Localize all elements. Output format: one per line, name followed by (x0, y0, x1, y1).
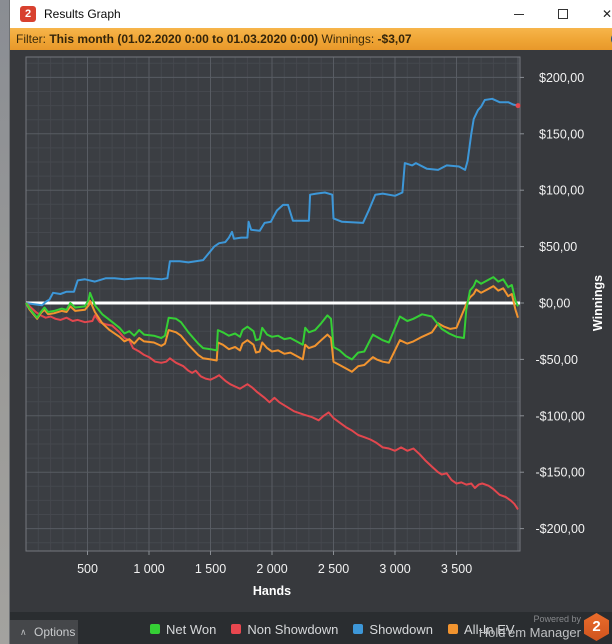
legend-label: All-In EV (464, 621, 515, 637)
maximize-button[interactable] (544, 0, 582, 28)
filter-label: Filter: (16, 32, 46, 46)
x-tick-label: 3 000 (379, 562, 410, 576)
maximize-icon (558, 9, 568, 19)
legend-swatch-icon (231, 624, 242, 634)
series-net-won (25, 276, 519, 361)
chart-legend: Net Won Non Showdown Showdown All-In EV (150, 620, 515, 638)
chevron-up-icon: ∧ (20, 627, 27, 637)
legend-label: Showdown (369, 621, 434, 637)
legend-label: Net Won (166, 621, 217, 637)
x-tick-label: 1 000 (133, 562, 164, 576)
winnings-value: -$3,07 (377, 32, 412, 46)
legend-item-non-showdown[interactable]: Non Showdown (231, 622, 338, 637)
filter-value: This month (01.02.2020 0:00 to 01.03.202… (49, 32, 319, 46)
y-axis-title: Winnings (591, 275, 605, 331)
brand-label: Hold'em Manager (478, 625, 581, 640)
close-button[interactable]: ✕ (588, 0, 612, 28)
x-tick-label: 3 500 (441, 562, 472, 576)
options-label: Options (34, 625, 76, 639)
background-window-edge (0, 0, 10, 644)
axis-labels: $200,00 $150,00 $100,00 $50,00 $0,00 -$50,00 -… (77, 71, 605, 598)
powered-by-block: Powered by Hold'em Manager (479, 614, 581, 640)
y-tick-label: -$150,00 (536, 466, 585, 480)
legend-item-showdown[interactable]: Showdown (353, 622, 433, 637)
x-tick-label: 1 500 (195, 562, 226, 576)
options-button[interactable]: ∧ Options (10, 620, 78, 644)
y-tick-label: $200,00 (539, 71, 584, 85)
filter-bar[interactable]: Filter: This month (01.02.2020 0:00 to 0… (10, 28, 612, 50)
y-tick-label: $150,00 (539, 127, 584, 141)
winnings-label: Winnings: (321, 32, 375, 46)
window-title: Results Graph (44, 7, 121, 21)
legend-item-net-won[interactable]: Net Won (150, 622, 216, 637)
close-icon: ✕ (601, 7, 612, 21)
legend-item-all-in-ev[interactable]: All-In EV (448, 622, 515, 637)
legend-label: Non Showdown (247, 621, 339, 637)
y-tick-label: -$50,00 (536, 353, 578, 367)
series-non-showdown (25, 302, 519, 510)
series-showdown (25, 97, 519, 307)
title-bar: 2 Results Graph ✕ (10, 0, 612, 28)
y-tick-label: -$200,00 (536, 522, 585, 536)
last-point-marker (515, 103, 521, 109)
minimize-icon (514, 14, 524, 15)
y-tick-label: $0,00 (539, 297, 570, 311)
minimize-button[interactable] (500, 0, 538, 28)
y-tick-label: $100,00 (539, 184, 584, 198)
x-axis-title: Hands (253, 584, 291, 598)
results-chart: $200,00 $150,00 $100,00 $50,00 $0,00 -$50,00 -… (25, 56, 605, 598)
x-tick-label: 2 000 (256, 562, 287, 576)
series-all-in-ev (25, 285, 519, 373)
bottom-bar: ∧ Options Net Won Non Showdown Showdown All… (10, 612, 612, 644)
hm2-app-icon: 2 (20, 6, 36, 22)
legend-swatch-icon (150, 624, 160, 634)
legend-swatch-icon (353, 624, 364, 634)
x-tick-label: 500 (77, 562, 98, 576)
x-tick-label: 2 500 (318, 562, 349, 576)
y-tick-label: $50,00 (539, 240, 577, 254)
hm2-badge-icon: 2 (584, 613, 609, 641)
legend-swatch-icon (448, 624, 459, 634)
powered-by-label: Powered by (533, 614, 581, 624)
y-tick-label: -$100,00 (536, 409, 585, 423)
chart-area: $200,00 $150,00 $100,00 $50,00 $0,00 -$50,00 -… (10, 50, 612, 612)
